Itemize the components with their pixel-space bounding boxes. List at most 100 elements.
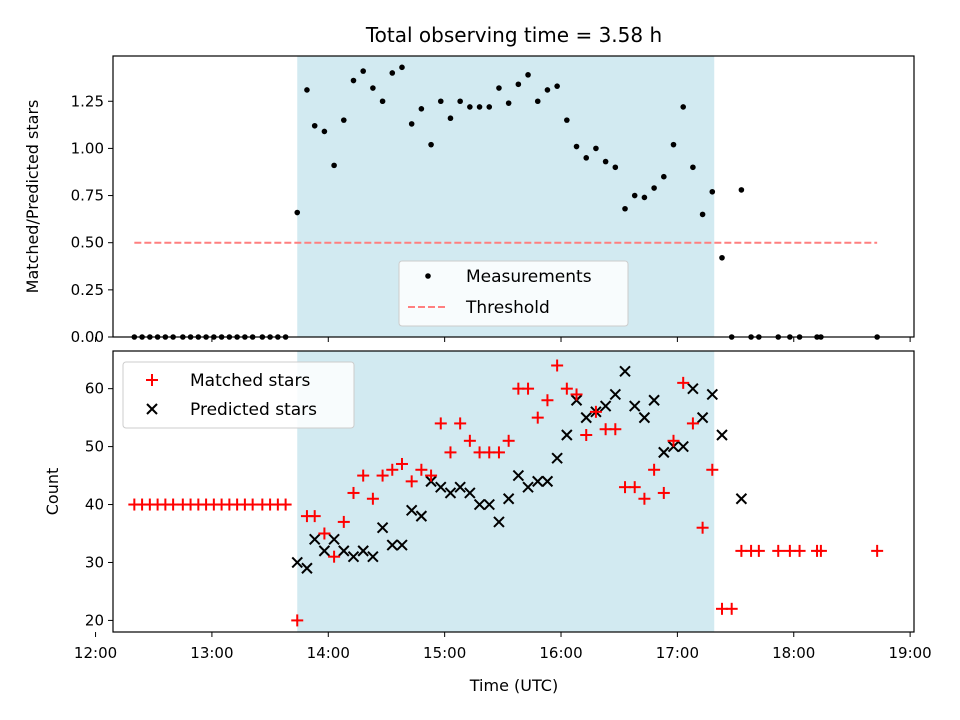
matched-star-point	[357, 469, 370, 482]
predicted-star-point	[638, 411, 651, 424]
predicted-star-point	[532, 475, 544, 488]
measurement-point	[622, 205, 628, 212]
y-tick-label: 1.00	[71, 139, 104, 157]
y-tick-label: 30	[85, 553, 104, 571]
top-panel: 0.00 0.25 0.50 0.75 1.00 1.25 Matched/Predict…	[23, 55, 915, 346]
matched-star-point	[415, 463, 428, 476]
matched-star-point	[328, 550, 341, 563]
measurement-point	[418, 106, 425, 112]
legend-matched-label: Matched stars	[190, 371, 310, 391]
predicted-star-point	[706, 388, 719, 401]
measurement-point	[321, 128, 328, 135]
measurement-point	[370, 85, 376, 91]
predicted-star-point	[716, 429, 728, 441]
matched-star-point	[772, 544, 785, 557]
matched-star-point	[279, 498, 292, 511]
predicted-star-point	[376, 522, 389, 534]
matched-star-point	[531, 411, 544, 424]
measurement-point	[340, 117, 347, 123]
predicted-star-point	[444, 487, 457, 499]
matched-star-point	[589, 405, 602, 418]
matched-star-point	[580, 429, 593, 442]
x-tick-label: 12:00	[74, 644, 117, 662]
measurement-point	[602, 158, 609, 165]
measurement-point	[564, 117, 570, 123]
matched-star-point	[291, 614, 304, 627]
measurement-point	[505, 100, 512, 106]
predicted-star-point	[328, 533, 340, 546]
matched-star-point	[696, 521, 709, 534]
top-legend: Measurements Threshold	[398, 260, 629, 327]
bottom-points	[128, 359, 884, 627]
measurement-point	[467, 104, 473, 110]
matched-star-point	[725, 602, 738, 615]
predicted-star-point	[483, 498, 495, 511]
measurement-point	[304, 87, 310, 93]
measurement-point	[680, 104, 687, 110]
predicted-star-point	[502, 493, 515, 505]
matched-star-point	[570, 388, 583, 401]
bottom-shaded-span	[297, 351, 715, 632]
predicted-star-point	[464, 487, 476, 499]
bottom-legend: Matched stars Predicted stars	[122, 361, 355, 429]
matched-star-point	[628, 481, 641, 494]
matched-star-point	[609, 423, 622, 436]
top-y-ticks: 0.00 0.25 0.50 0.75 1.00 1.25	[71, 92, 113, 346]
predicted-star-point	[301, 562, 313, 574]
matched-star-point	[347, 486, 360, 499]
y-tick-label: 0.25	[71, 281, 104, 299]
y-tick-label: 0.75	[71, 187, 104, 205]
predicted-star-point	[367, 550, 379, 563]
matched-star-point	[444, 446, 457, 459]
matched-star-point	[793, 544, 806, 557]
predicted-star-point	[648, 394, 660, 406]
measurement-point	[709, 188, 716, 195]
predicted-star-point	[735, 493, 748, 505]
measurement-point	[690, 164, 696, 171]
predicted-star-point	[629, 400, 641, 412]
measurement-point	[389, 70, 396, 76]
matched-star-point	[871, 544, 884, 557]
predicted-star-point	[308, 533, 321, 546]
top-x-ticks	[95, 337, 911, 342]
y-tick-label: 0.50	[71, 234, 104, 252]
predicted-star-point	[512, 469, 525, 482]
legend-measurements-label: Measurements	[466, 267, 592, 287]
predicted-star-point	[599, 400, 612, 412]
matched-star-point	[657, 486, 670, 499]
matched-star-point	[686, 417, 699, 430]
matched-star-point	[648, 463, 661, 476]
bottom-legend-box	[122, 361, 355, 429]
legend-measurements-marker	[425, 273, 431, 279]
x-tick-label: 15:00	[423, 644, 466, 662]
measurement-point	[360, 68, 366, 74]
predicted-star-point	[318, 545, 331, 557]
measurement-point	[399, 64, 405, 71]
bottom-x-ticks: 12:00 13:00 14:00 15:00 16:00 17:00 18:00 19:00	[74, 632, 932, 662]
shaded-span-rect	[297, 351, 715, 632]
matched-star-point	[814, 544, 827, 557]
x-tick-label: 13:00	[190, 644, 233, 662]
x-axis-label: Time (UTC)	[469, 676, 558, 695]
measurement-point	[544, 87, 551, 93]
predicted-star-point	[338, 545, 350, 557]
predicted-star-point	[541, 475, 554, 488]
y-tick-label: 20	[85, 611, 104, 629]
matched-star-point	[318, 527, 331, 540]
matched-star-point	[706, 463, 719, 476]
measurement-point	[350, 77, 357, 84]
measurement-point	[651, 185, 657, 191]
x-tick-label: 19:00	[889, 644, 932, 662]
predicted-star-point	[357, 545, 369, 557]
matched-star-point	[522, 382, 535, 395]
matched-star-point	[502, 434, 515, 447]
bottom-panel: 20 30 40 50 60 12:00 13:00 14:00 15:00 16:00 17:0…	[43, 350, 932, 695]
predicted-star-point	[561, 429, 573, 441]
matched-star-point	[638, 492, 651, 505]
top-legend-box	[398, 260, 629, 327]
predicted-star-point	[415, 510, 428, 522]
matched-star-point	[308, 510, 321, 523]
measurement-point	[641, 194, 648, 201]
measurement-point	[311, 122, 318, 129]
predicted-star-point	[687, 382, 699, 395]
